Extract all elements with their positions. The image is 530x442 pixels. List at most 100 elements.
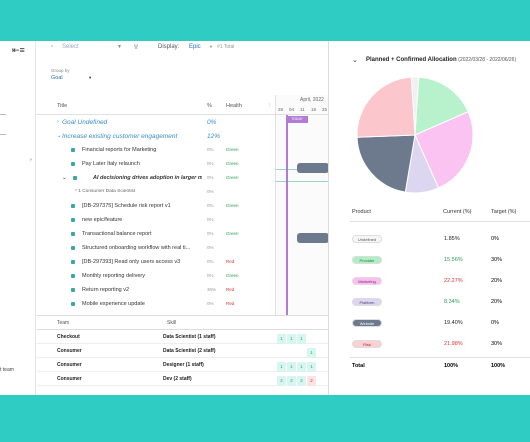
grid-row[interactable]: Monthly reporting delivery 0% Green — [37, 269, 275, 283]
display-label: Display: — [158, 44, 180, 50]
grid-row[interactable]: ⌄ AI decisioning drives adoption in large… — [37, 171, 275, 185]
app-window: ⇤≡ › t team ▫ Select ▼ ∇ Display: Epic ▼… — [0, 41, 530, 395]
grid-row[interactable]: Financial reports for Marketing 0% Green — [37, 143, 275, 157]
timeline-day: 25 — [322, 107, 328, 112]
row-title[interactable]: * 1 Consumer Data Scientist — [75, 189, 136, 194]
row-pct: 0% — [207, 273, 214, 278]
sidebar-toggle-icon[interactable]: ⇤≡ — [12, 45, 25, 55]
target-pct: 20% — [491, 278, 503, 284]
capacity-row[interactable]: Consumer Data Scientist (2 staff) 1 — [37, 344, 328, 358]
row-title[interactable]: new epic/feature — [82, 217, 123, 223]
total-label: Total — [352, 363, 365, 369]
grid-row[interactable]: Mobile experience update 0% Red — [37, 297, 275, 311]
chevron-down-icon[interactable]: ▼ — [209, 44, 213, 49]
row-title[interactable]: Structured onboarding workflow with real… — [82, 245, 191, 251]
row-title[interactable]: Transactional balance report — [82, 231, 152, 237]
col-title[interactable]: Title — [57, 103, 68, 109]
row-title[interactable]: Return reporting v2 — [82, 287, 130, 293]
nav-item[interactable] — [0, 134, 6, 135]
grid-row[interactable]: * 1 Consumer Data Scientist 0% — [37, 185, 275, 199]
item-type-icon — [73, 176, 77, 180]
skill-name: Designer (1 staff) — [163, 362, 204, 368]
group-by-select[interactable]: Goal ▼ — [51, 75, 92, 81]
row-health: Green — [226, 203, 239, 208]
target-pct: 20% — [491, 299, 503, 305]
capacity-cell: 1 — [307, 348, 316, 358]
row-pct: 0% — [207, 217, 214, 222]
row-title[interactable]: AI decisioning drives adoption in larger… — [93, 175, 202, 181]
grid-row[interactable]: Return reporting v2 36% Red — [37, 283, 275, 297]
item-type-icon — [71, 232, 75, 236]
epic-bar[interactable] — [297, 163, 329, 173]
row-title[interactable]: Financial reports for Marketing — [82, 147, 157, 153]
product-pill: Risk — [352, 340, 382, 348]
row-title[interactable]: Goal Undefined — [62, 119, 108, 126]
chevron-down-icon[interactable]: ▼ — [117, 44, 122, 50]
item-type-icon — [71, 288, 75, 292]
row-pct: 0% — [207, 245, 214, 250]
chevron-right-icon[interactable]: › — [30, 157, 32, 163]
row-title[interactable]: Increase existing customer engagement — [62, 133, 178, 140]
select-icon: ▫ — [51, 44, 54, 50]
timeline-day: 28 — [278, 107, 284, 112]
col-resize-icon[interactable]: ⋮ — [267, 103, 273, 109]
epic-bar[interactable] — [297, 233, 329, 243]
filter-icon[interactable]: ∇ — [134, 45, 139, 51]
col-current: Current (%) — [443, 209, 472, 215]
current-pct: 19.40% — [444, 320, 463, 326]
pie-slice-website[interactable] — [356, 134, 416, 193]
grid-row[interactable]: ⌄ Increase existing customer engagement 12… — [37, 129, 275, 143]
grid-row[interactable]: new epic/feature 0% — [37, 213, 275, 227]
allocation-row: Undefined 1.85% 0% — [350, 231, 530, 251]
pie-slice-provider[interactable] — [414, 76, 469, 136]
chevron-right-icon[interactable]: › — [57, 119, 59, 125]
grid-row[interactable]: Structured onboarding workflow with real… — [37, 241, 275, 255]
col-pct[interactable]: % — [207, 103, 212, 109]
chevron-down-icon[interactable]: ⌄ — [352, 57, 358, 64]
capacity-row[interactable]: Consumer Dev (2 staff) 2 2 2 2 — [37, 372, 328, 386]
chevron-down-icon[interactable]: ⌄ — [62, 175, 67, 181]
team-name: Consumer — [57, 348, 82, 354]
pie-slice-marketing[interactable] — [414, 111, 474, 189]
nav-item-team[interactable]: t team — [0, 367, 14, 373]
select-dropdown[interactable]: Select — [62, 44, 79, 50]
grid-row[interactable]: Transactional balance report 0% Green — [37, 227, 275, 241]
row-health: Green — [226, 147, 239, 152]
today-marker: TODAY — [286, 116, 308, 123]
pie-slice-risk[interactable] — [356, 76, 416, 138]
row-health: Green — [226, 231, 239, 236]
row-title[interactable]: [DB-297393] Read only users access v3 — [82, 259, 181, 265]
grid-row[interactable]: › Goal Undefined 0% — [37, 115, 275, 129]
row-pct: 0% — [207, 175, 214, 180]
grid-row[interactable]: Pay Later Italy relaunch 0% Green — [37, 157, 275, 171]
current-pct: 22.27% — [444, 278, 463, 284]
target-pct: 0% — [491, 236, 499, 242]
col-health[interactable]: Health — [226, 103, 242, 109]
product-pill: Website — [352, 319, 382, 327]
nav-item[interactable] — [0, 114, 6, 115]
grid-row[interactable]: [DB-297375] Schedule risk report v1 0% Gre… — [37, 199, 275, 213]
allocation-row: Risk 21.98% 30% — [350, 336, 530, 356]
row-title[interactable]: Mobile experience update — [82, 301, 145, 307]
roadmap-panel: ▫ Select ▼ ∇ Display: Epic ▼ #1 Total Gr… — [37, 41, 329, 395]
current-pct: 21.98% — [444, 341, 463, 347]
grid-row[interactable]: [DB-297393] Read only users access v3 0% R… — [37, 255, 275, 269]
capacity-header: Team Skill — [37, 316, 328, 330]
timeline-month: April, 2022 — [300, 97, 324, 103]
team-name: Consumer — [57, 362, 82, 368]
skill-name: Dev (2 staff) — [163, 376, 192, 382]
display-select[interactable]: Epic — [189, 44, 201, 50]
capacity-row[interactable]: Checkout Data Scientist (1 staff) 1 1 1 — [37, 330, 328, 344]
item-type-icon — [71, 274, 75, 278]
row-pct: 0% — [207, 203, 214, 208]
col-team: Team — [57, 320, 70, 326]
team-name: Checkout — [57, 334, 80, 340]
row-title[interactable]: [DB-297375] Schedule risk report v1 — [82, 203, 171, 209]
row-title[interactable]: Monthly reporting delivery — [82, 273, 145, 279]
panel-divider[interactable] — [328, 41, 329, 395]
current-pct: 8.34% — [444, 299, 460, 305]
chevron-down-icon[interactable]: ⌄ — [57, 133, 62, 139]
row-health: Green — [226, 161, 239, 166]
row-title[interactable]: Pay Later Italy relaunch — [82, 161, 140, 167]
capacity-row[interactable]: Consumer Designer (1 staff) 1 1 1 1 — [37, 358, 328, 372]
